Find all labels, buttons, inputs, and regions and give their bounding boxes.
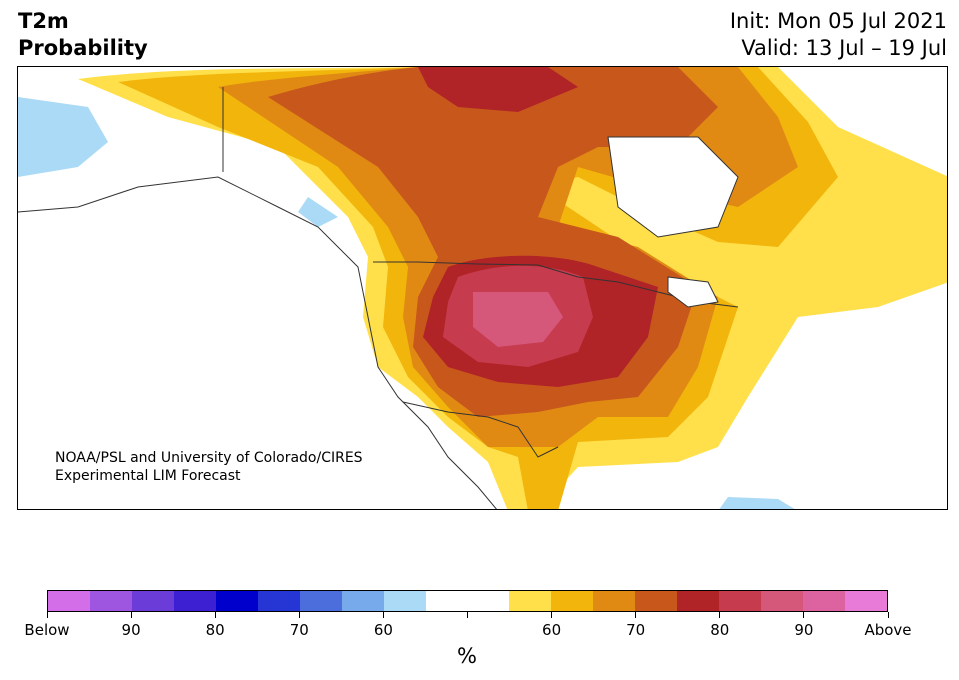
colorbar-tick <box>803 612 805 618</box>
colorbar-tick <box>298 612 300 618</box>
colorbar-tick-label: Below <box>24 621 70 639</box>
colorbar-segment <box>509 591 552 611</box>
colorbar-tick <box>887 612 889 618</box>
colorbar-tick <box>719 612 721 618</box>
colorbar-tick-label: 90 <box>794 621 814 639</box>
colorbar-segment <box>719 591 762 611</box>
colorbar-tick <box>382 612 384 618</box>
great-lakes <box>667 276 719 308</box>
colorbar-segment <box>803 591 846 611</box>
coastline <box>18 176 497 509</box>
colorbar-tick-label: 80 <box>205 621 225 639</box>
colorbar-tick-label: 80 <box>710 621 730 639</box>
colorbar-segment <box>131 591 174 611</box>
colorbar-tick-label: 70 <box>289 621 309 639</box>
colorbar-segment <box>425 591 468 611</box>
colorbar-segment <box>845 591 888 611</box>
colorbar-segment <box>48 591 90 611</box>
colorbar-segment <box>341 591 384 611</box>
colorbar <box>47 590 888 612</box>
credit-line-2: Experimental LIM Forecast <box>55 468 241 484</box>
colorbar-segment <box>635 591 678 611</box>
init-date: Init: Mon 05 Jul 2021 <box>729 9 947 33</box>
colorbar-tick-label: 60 <box>542 621 562 639</box>
borders <box>18 87 739 509</box>
us-mexico-border <box>402 401 559 458</box>
colorbar-tick <box>214 612 216 618</box>
colorbar-tick-label: Above <box>864 621 912 639</box>
cool-band <box>18 97 795 509</box>
colorbar-tick <box>467 612 468 618</box>
colorbar-segment <box>551 591 594 611</box>
colorbar-segment <box>467 591 510 611</box>
colorbar-tick-label: 60 <box>373 621 393 639</box>
colorbar-segment <box>215 591 258 611</box>
colorbar-tick <box>551 612 553 618</box>
colorbar-segment <box>383 591 426 611</box>
hudson-bay <box>607 136 739 238</box>
colorbar-segment <box>173 591 216 611</box>
colorbar-segment <box>593 591 636 611</box>
forecast-credit: NOAA/PSL and University of Colorado/CIRE… <box>55 449 363 485</box>
colorbar-segment <box>257 591 300 611</box>
forecast-dates: Init: Mon 05 Jul 2021 Valid: 13 Jul – 19… <box>730 8 947 62</box>
colorbar-unit: % <box>457 644 477 668</box>
colorbar-tick <box>46 612 48 618</box>
colorbar-segment <box>299 591 342 611</box>
colorbar-tick-label: 90 <box>121 621 141 639</box>
title-line-1: T2m <box>18 9 69 33</box>
band-95 <box>473 292 563 347</box>
colorbar-segment <box>677 591 720 611</box>
colorbar-tick-labels: Below 90 80 70 60 60 70 80 90 Above <box>0 621 959 641</box>
colorbar-tick-label: 70 <box>626 621 646 639</box>
valid-dates: Valid: 13 Jul – 19 Jul <box>741 36 947 60</box>
colorbar-tick <box>635 612 637 618</box>
title-line-2: Probability <box>18 36 148 60</box>
colorbar-tick <box>130 612 132 618</box>
warm-shading <box>18 67 947 509</box>
colorbar-ticks <box>46 612 889 620</box>
colorbar-segment <box>761 591 804 611</box>
probability-map <box>17 66 948 510</box>
colorbar-segment <box>89 591 132 611</box>
map-canvas <box>18 67 947 509</box>
credit-line-1: NOAA/PSL and University of Colorado/CIRE… <box>55 450 363 466</box>
map-title: T2m Probability <box>18 8 148 62</box>
